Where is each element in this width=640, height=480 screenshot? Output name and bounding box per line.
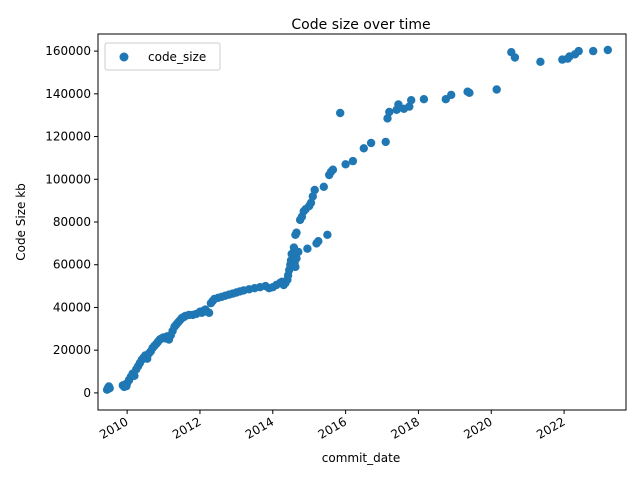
data-point (603, 45, 612, 55)
data-point (447, 90, 456, 100)
data-point (314, 237, 323, 246)
y-axis: 0 20000 40000 60000 80000 100000 120000 140000 1… (45, 44, 98, 400)
y-tick-label: 20000 (53, 343, 91, 357)
data-point (419, 95, 429, 104)
data-point (405, 102, 414, 111)
data-point (589, 46, 598, 56)
data-point (574, 46, 583, 56)
data-point (328, 165, 338, 174)
y-tick-label: 60000 (53, 258, 91, 272)
data-point (308, 192, 317, 201)
legend: code_size (104, 42, 221, 71)
data-point (292, 228, 301, 237)
data-point (366, 138, 376, 148)
data-point (407, 96, 416, 105)
data-point (348, 156, 358, 166)
data-point (319, 182, 328, 191)
data-point (204, 308, 214, 317)
data-point (104, 382, 114, 391)
data-point (294, 247, 303, 257)
data-point (303, 244, 312, 253)
data-point (381, 137, 390, 147)
data-points (102, 45, 612, 394)
legend-label-code-size: code_size (148, 50, 206, 64)
data-point (465, 88, 474, 98)
y-tick-label: 120000 (45, 130, 91, 144)
data-point (492, 85, 501, 94)
data-point (310, 185, 319, 195)
y-tick-label: 80000 (53, 215, 91, 229)
legend-marker (119, 52, 129, 62)
y-tick-label: 140000 (45, 87, 91, 101)
data-point (341, 160, 350, 169)
data-point (306, 198, 316, 207)
data-point (130, 371, 139, 380)
data-point (536, 57, 545, 66)
data-point (323, 230, 332, 239)
y-tick-label: 160000 (45, 44, 91, 58)
y-axis-label: Code Size kb (14, 183, 28, 261)
data-point (385, 107, 394, 117)
data-point (383, 114, 392, 123)
chart-title: Code size over time (291, 17, 430, 33)
y-tick-label: 0 (83, 386, 91, 400)
y-tick-label: 100000 (45, 172, 91, 186)
data-point (336, 108, 345, 118)
data-point (291, 262, 300, 272)
x-axis-label: commit_date (322, 451, 400, 465)
data-point (359, 144, 368, 153)
data-point (292, 254, 301, 263)
legend-frame (104, 42, 221, 71)
data-point (510, 53, 520, 62)
y-tick-label: 40000 (53, 300, 91, 314)
